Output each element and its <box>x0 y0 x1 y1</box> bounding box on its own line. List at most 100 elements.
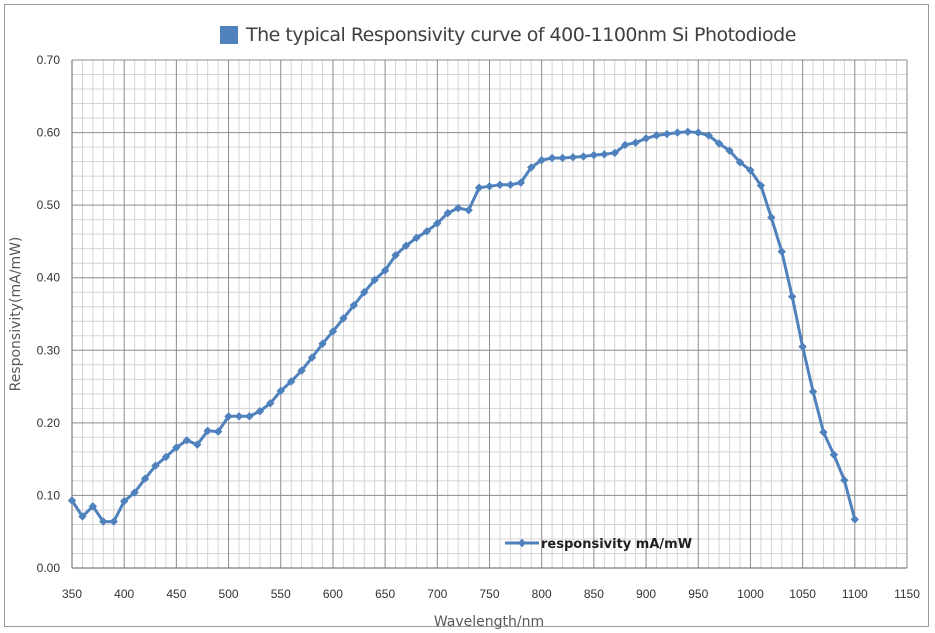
x-tick-label: 1050 <box>789 587 816 601</box>
data-point <box>568 153 578 162</box>
data-point <box>234 412 244 421</box>
data-point <box>318 339 327 348</box>
axes <box>71 60 907 569</box>
data-point <box>808 387 818 396</box>
x-tick-label: 1100 <box>842 587 868 601</box>
data-point <box>224 412 233 421</box>
data-point <box>401 241 411 250</box>
data-point <box>203 426 212 436</box>
y-tick-label: 0.30 <box>37 343 61 357</box>
data-point <box>412 233 421 242</box>
data-point <box>485 182 494 191</box>
series-group <box>67 127 860 526</box>
series-line <box>70 130 857 524</box>
data-point <box>683 127 693 137</box>
x-tick-label: 950 <box>688 587 708 601</box>
title-legend-swatch <box>220 26 238 44</box>
data-point <box>349 301 359 310</box>
data-point <box>610 148 619 158</box>
data-point <box>527 163 536 172</box>
data-point <box>297 366 306 375</box>
data-point <box>840 475 849 485</box>
data-point <box>193 440 202 449</box>
x-tick-label: 1000 <box>737 587 764 601</box>
x-tick-label: 550 <box>271 587 291 601</box>
data-point <box>266 399 275 408</box>
data-point <box>255 407 265 416</box>
data-point <box>662 129 672 139</box>
data-point <box>328 327 338 336</box>
data-point <box>433 219 442 228</box>
legend: responsivity mA/mW <box>505 537 692 552</box>
x-tick-label: 650 <box>375 587 395 601</box>
grid-lines <box>71 59 908 569</box>
x-tick-label: 700 <box>427 587 447 601</box>
data-point <box>276 386 285 396</box>
data-point <box>746 166 755 175</box>
data-point <box>443 208 452 218</box>
data-point <box>652 131 661 140</box>
data-point <box>140 474 150 483</box>
data-point <box>464 206 473 215</box>
data-point <box>109 517 118 526</box>
x-tick-label: 450 <box>166 587 186 601</box>
data-point <box>631 138 640 147</box>
x-tick-label: 900 <box>636 587 656 601</box>
data-point <box>673 128 682 137</box>
data-point <box>714 139 724 148</box>
data-point <box>850 515 860 524</box>
data-point <box>360 288 369 297</box>
x-tick-label: 600 <box>323 587 343 601</box>
data-point <box>495 180 505 190</box>
data-point <box>474 183 484 192</box>
data-point <box>704 131 713 140</box>
data-point <box>99 517 108 526</box>
y-tick-label: 0.20 <box>37 416 61 430</box>
data-point <box>579 152 588 161</box>
data-point <box>777 247 786 256</box>
data-point <box>829 450 839 459</box>
data-point <box>213 427 223 436</box>
data-point <box>422 227 432 236</box>
data-point <box>380 266 390 275</box>
data-point <box>600 150 609 159</box>
x-tick-label: 800 <box>532 587 552 601</box>
y-tick-label: 0.00 <box>37 561 61 575</box>
data-point <box>307 353 317 362</box>
x-tick-label: 750 <box>479 587 499 601</box>
x-tick-label: 350 <box>62 587 82 601</box>
data-point <box>620 140 630 150</box>
data-point <box>819 428 828 437</box>
data-point <box>182 436 192 445</box>
data-point <box>589 150 599 160</box>
data-point <box>798 342 807 351</box>
x-tick-label: 850 <box>584 587 604 601</box>
data-point <box>756 181 766 190</box>
data-point <box>370 275 379 285</box>
data-point <box>245 412 254 421</box>
data-point <box>286 377 296 386</box>
data-point <box>172 443 181 452</box>
data-point <box>130 488 139 497</box>
y-tick-label: 0.70 <box>37 53 61 67</box>
data-point <box>391 251 400 260</box>
x-tick-label: 1150 <box>894 587 920 601</box>
data-point <box>151 461 160 470</box>
y-tick-label: 0.10 <box>37 488 61 502</box>
data-point <box>694 128 703 137</box>
data-point <box>537 155 546 165</box>
legend-label: responsivity mA/mW <box>541 537 692 552</box>
data-point <box>547 153 557 163</box>
chart-title: The typical Responsivity curve of 400-11… <box>220 20 796 50</box>
data-point <box>641 134 651 143</box>
chart-title-text: The typical Responsivity curve of 400-11… <box>246 24 796 46</box>
data-point <box>735 158 745 167</box>
data-point <box>787 292 797 301</box>
data-point <box>725 146 734 155</box>
y-axis-label: Responsivity(mA/mW) <box>8 237 24 392</box>
x-axis-label: Wavelength/nm <box>434 614 544 630</box>
y-tick-label: 0.50 <box>37 198 61 212</box>
data-point <box>558 153 567 163</box>
data-point <box>161 452 171 462</box>
